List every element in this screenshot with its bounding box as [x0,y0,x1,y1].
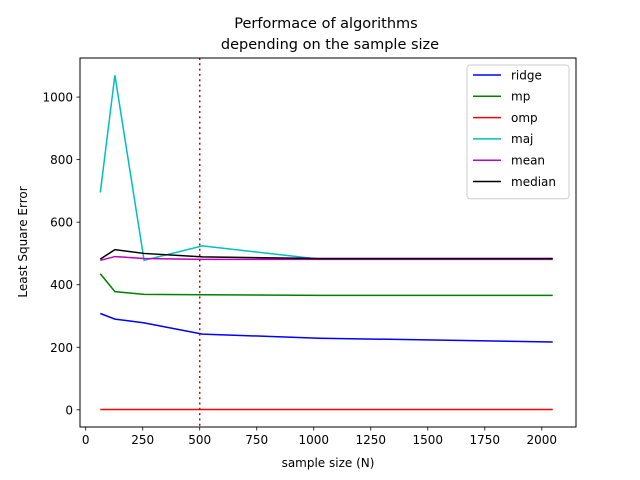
legend-label-mean: mean [511,154,545,168]
y-tick-label: 600 [50,216,73,230]
x-axis: 0 250 500 750 1000 1250 1500 1750 2000 [82,427,557,447]
legend-label-ridge: ridge [511,68,542,82]
chart-title-line-1: Performace of algorithms [234,16,417,32]
chart-title-line-2: depending on the sample size [221,37,439,53]
y-tick-label: 1000 [42,91,73,105]
legend-label-median: median [511,175,556,189]
x-tick-label: 250 [131,433,154,447]
y-tick-label: 400 [50,278,73,292]
x-tick-label: 750 [245,433,268,447]
y-axis-label: Least Square Error [16,186,30,297]
plot-content [99,58,553,427]
y-tick-label: 0 [65,403,73,417]
x-axis-label: sample size (N) [282,456,375,470]
legend-label-maj: maj [511,132,533,146]
series-line-mp [99,273,553,297]
y-axis: 0 200 400 600 800 1000 [42,91,80,417]
series-line-mean [100,255,553,262]
legend: ridge mp omp maj mean median [466,64,570,200]
x-tick-label: 1750 [470,433,501,447]
series-line-median [99,248,553,260]
series-line-ridge [100,312,553,343]
legend-label-mp: mp [511,90,530,104]
x-tick-label: 0 [82,433,90,447]
y-tick-label: 200 [50,341,73,355]
plot-frame [79,57,577,428]
x-tick-label: 1000 [298,433,329,447]
legend-label-omp: omp [511,111,538,125]
x-tick-label: 1250 [355,433,386,447]
x-tick-label: 500 [188,433,211,447]
y-tick-label: 800 [50,153,73,167]
x-tick-label: 2000 [527,433,558,447]
x-tick-label: 1500 [412,433,443,447]
legend-box [466,64,570,200]
